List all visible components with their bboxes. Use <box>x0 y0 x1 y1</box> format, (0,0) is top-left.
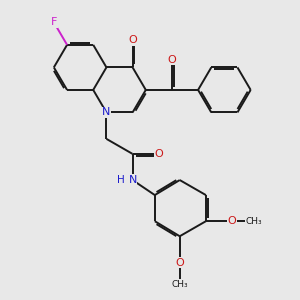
Text: O: O <box>168 55 176 65</box>
Text: O: O <box>176 258 184 268</box>
Text: O: O <box>176 258 184 268</box>
Text: N: N <box>102 107 111 117</box>
Text: O: O <box>128 35 137 45</box>
Text: CH₃: CH₃ <box>246 217 262 226</box>
Text: H: H <box>117 175 125 185</box>
Text: methoxy: methoxy <box>177 284 183 285</box>
Text: methoxy: methoxy <box>177 284 183 285</box>
Text: O: O <box>154 149 163 159</box>
Text: N: N <box>128 175 137 185</box>
Text: CH₃: CH₃ <box>171 280 188 289</box>
Text: O: O <box>228 216 236 226</box>
Text: F: F <box>51 17 57 27</box>
